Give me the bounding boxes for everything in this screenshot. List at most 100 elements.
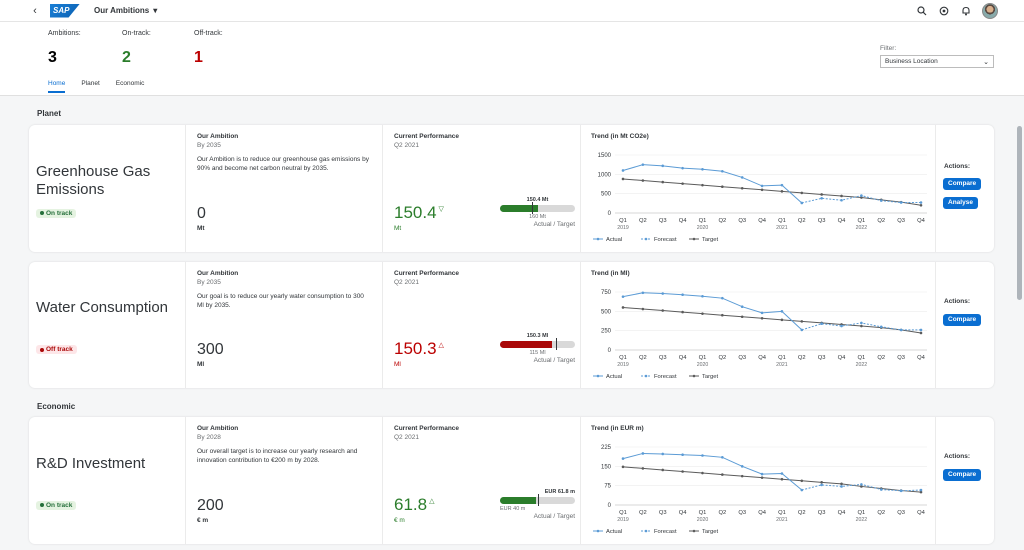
ambition-description: Our overall target is to increase our ye… xyxy=(197,448,358,464)
x-tick-label: Q1 xyxy=(699,218,707,224)
x-year-label: 2020 xyxy=(697,517,709,523)
x-tick-label: Q4 xyxy=(679,510,688,516)
ambition-description: Our goal is to reduce our yearly water c… xyxy=(197,293,364,309)
user-avatar[interactable] xyxy=(982,3,998,19)
legend-marker xyxy=(596,374,600,378)
sap-logo[interactable]: SAP xyxy=(50,3,80,18)
target-point xyxy=(820,481,823,484)
x-tick-label: Q3 xyxy=(897,510,905,516)
target-point xyxy=(760,188,764,192)
actions-label: Actions: xyxy=(944,298,970,305)
status-text: On track xyxy=(46,209,73,217)
actual-point xyxy=(740,465,744,468)
tab-economic[interactable]: Economic xyxy=(115,80,145,87)
legend-label: Forecast xyxy=(654,237,677,243)
forecast-point xyxy=(899,328,903,332)
x-tick-label: Q1 xyxy=(858,218,866,224)
performance-unit: € m xyxy=(394,517,405,524)
status-badge: On track xyxy=(36,208,77,218)
app-title-menu[interactable]: Our Ambitions ▾ xyxy=(94,6,157,15)
tab-planet[interactable]: Planet xyxy=(81,80,100,87)
performance-value-group: 150.4 ▽ xyxy=(394,203,444,223)
filter-select[interactable]: Business Location ⌄ xyxy=(880,55,994,68)
status-dot-icon xyxy=(40,347,44,352)
bar-target-marker xyxy=(555,338,557,350)
tab-home[interactable]: Home xyxy=(48,80,66,93)
performance-title: Current Performance xyxy=(394,425,460,432)
target-point xyxy=(919,331,923,335)
performance-value: 150.4 xyxy=(394,203,437,222)
legend-label: Forecast xyxy=(654,529,677,535)
actual-point xyxy=(780,310,784,313)
actual-point xyxy=(701,168,704,171)
x-year-label: 2020 xyxy=(697,225,709,231)
x-tick-label: Q2 xyxy=(798,355,806,361)
target-point xyxy=(919,203,923,207)
target-point xyxy=(721,185,724,189)
x-tick-label: Q3 xyxy=(738,355,746,361)
compare-button[interactable]: Compare xyxy=(943,469,982,481)
kpi-ambitions: Ambitions: 3 xyxy=(48,30,81,67)
performance-value: 150.3 xyxy=(394,339,437,358)
notification-bell-icon[interactable] xyxy=(960,5,972,17)
actual-target-bullet: 150.4 Mt 160 Mt Actual / Target xyxy=(500,197,575,228)
analyse-button[interactable]: Analyse xyxy=(943,197,978,209)
target-point xyxy=(800,320,804,323)
actions-label: Actions: xyxy=(944,453,970,460)
actions-column: Actions: Compare xyxy=(936,417,994,544)
target-point xyxy=(780,190,784,193)
actual-target-caption: Actual / Target xyxy=(533,357,575,364)
triangle-up-icon: △ xyxy=(429,498,435,505)
bar-target-marker xyxy=(532,202,534,214)
back-icon[interactable]: ‹ xyxy=(33,4,37,17)
compare-button[interactable]: Compare xyxy=(943,314,982,326)
kpi-on-track: On-track: 2 xyxy=(122,30,151,67)
forecast-point xyxy=(879,488,883,491)
search-icon[interactable] xyxy=(916,5,928,17)
target-point xyxy=(721,473,724,476)
target-point xyxy=(661,309,665,312)
actual-point xyxy=(721,456,724,459)
actual-point xyxy=(800,201,804,205)
x-tick-label: Q3 xyxy=(818,355,826,361)
legend-label: Forecast xyxy=(654,374,677,380)
kpi-label: Ambitions: xyxy=(48,30,81,37)
x-tick-label: Q3 xyxy=(818,218,826,224)
status-text: Off track xyxy=(46,346,73,353)
ambition-value: 200 xyxy=(197,497,224,514)
x-tick-label: Q3 xyxy=(897,355,905,361)
legend-label: Target xyxy=(702,237,719,243)
ambition-column: Our Ambition By 2028 Our overall target … xyxy=(186,417,383,544)
x-tick-label: Q1 xyxy=(778,510,786,516)
x-year-label: 2021 xyxy=(776,225,788,231)
y-tick-label: 500 xyxy=(601,309,612,315)
actual-point xyxy=(721,296,724,300)
legend-label: Target xyxy=(702,529,719,535)
target-point xyxy=(701,471,704,475)
x-year-label: 2022 xyxy=(856,517,868,523)
copilot-icon[interactable] xyxy=(938,5,950,17)
actual-point xyxy=(621,295,625,298)
x-tick-label: Q4 xyxy=(758,510,767,516)
x-tick-label: Q1 xyxy=(619,510,627,516)
target-point xyxy=(740,474,744,478)
actual-target-caption: Actual / Target xyxy=(533,221,575,228)
x-year-label: 2020 xyxy=(697,362,709,368)
bar-actual-label: 150.3 Ml xyxy=(526,333,549,339)
actual-point xyxy=(760,472,764,476)
bar-fill xyxy=(500,497,536,504)
target-point xyxy=(681,470,684,473)
forecast-point xyxy=(860,483,863,486)
trend-title: Trend (in EUR m) xyxy=(591,425,644,432)
target-point xyxy=(621,306,625,309)
forecast-point xyxy=(840,485,843,488)
performance-unit: Mt xyxy=(394,225,402,232)
scrollbar[interactable] xyxy=(1017,126,1022,300)
compare-button[interactable]: Compare xyxy=(943,178,982,190)
target-point xyxy=(641,467,645,470)
shell-bar: ‹ SAP Our Ambitions ▾ xyxy=(0,0,1024,22)
forecast-point xyxy=(879,199,883,202)
x-tick-label: Q4 xyxy=(838,218,847,224)
forecast-point xyxy=(899,489,903,493)
x-tick-label: Q1 xyxy=(699,355,707,361)
